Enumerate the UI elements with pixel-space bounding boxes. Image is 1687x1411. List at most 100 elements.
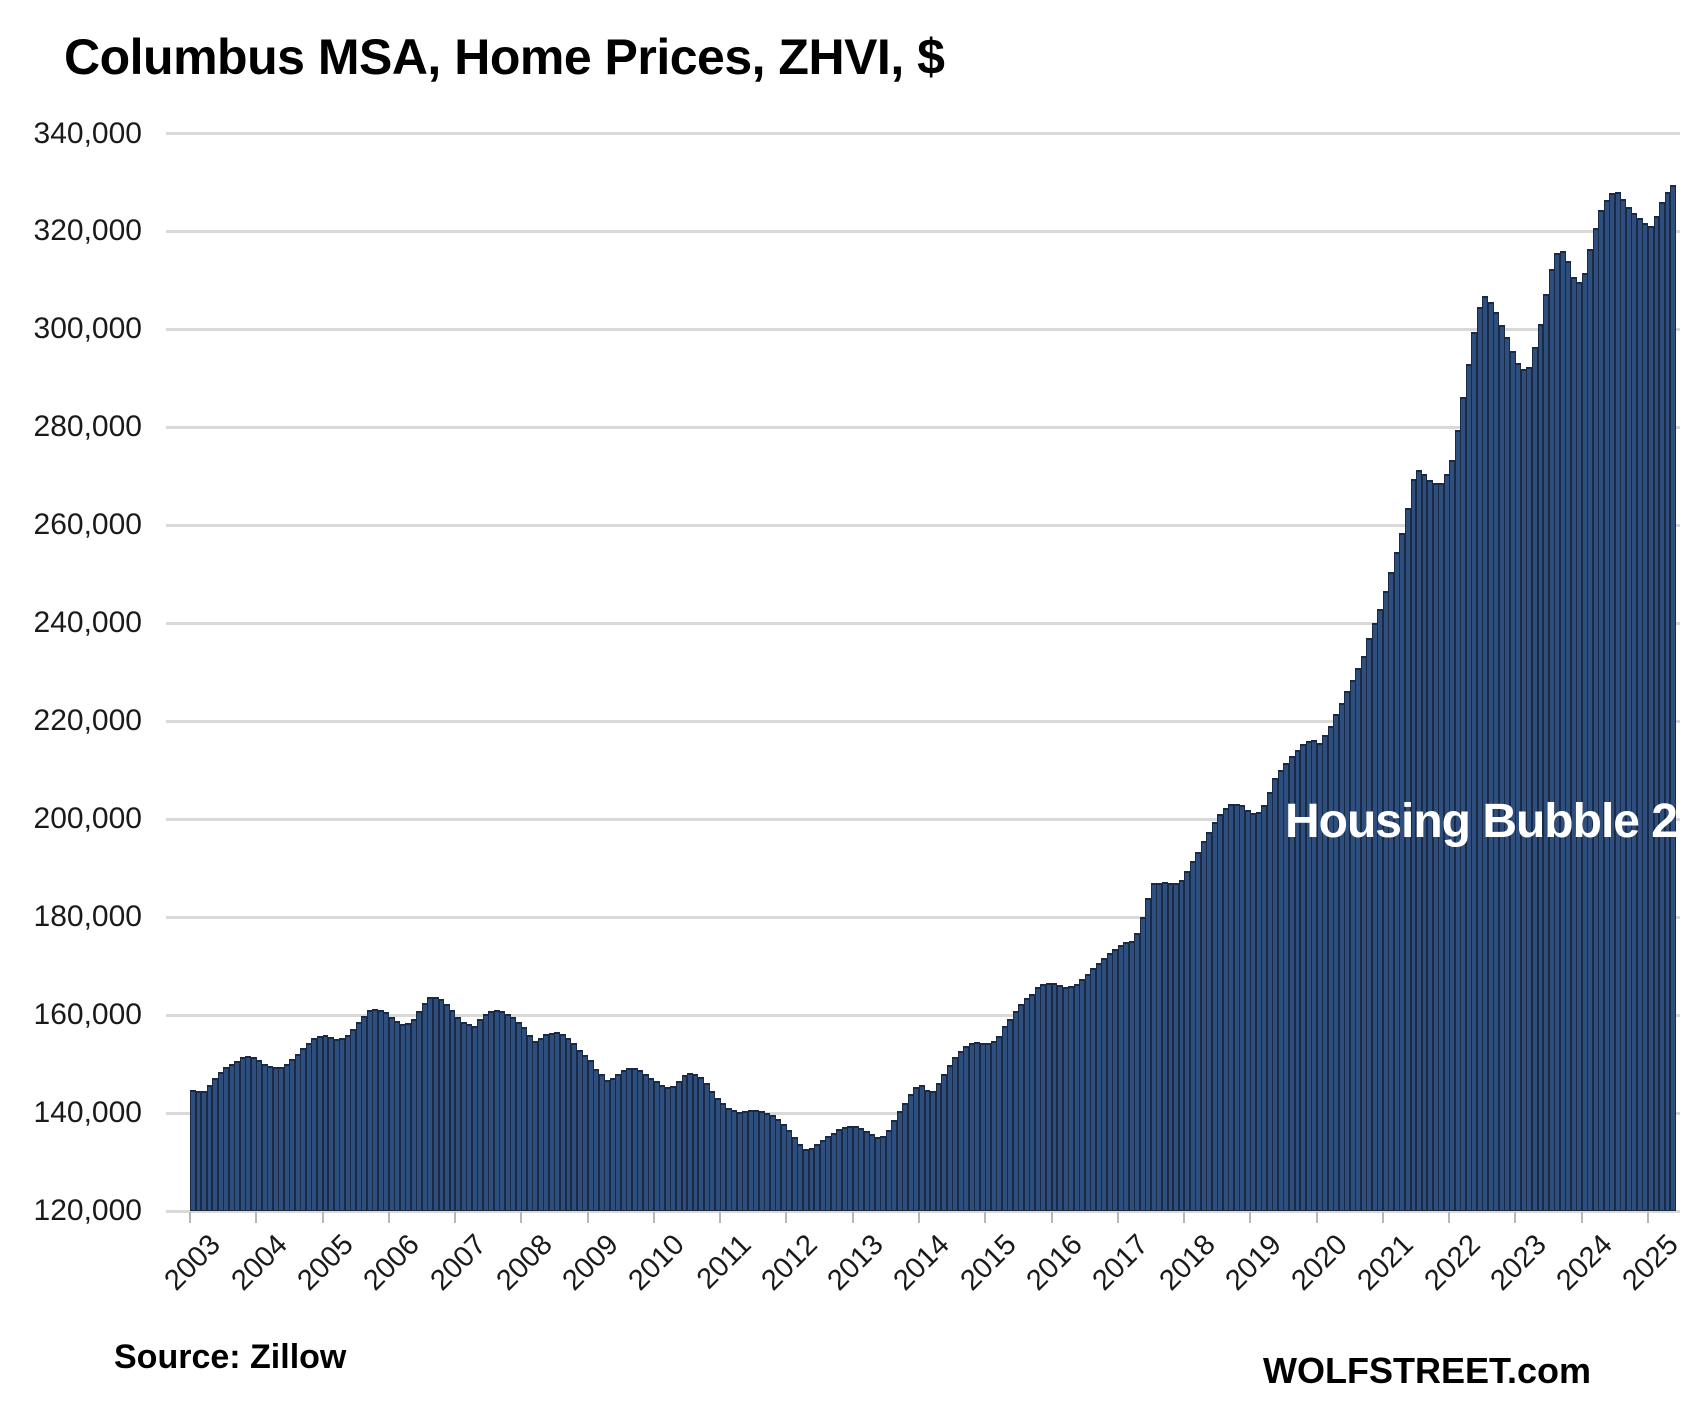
y-gridline <box>166 719 1680 723</box>
bar <box>1095 962 1102 1211</box>
x-axis-tick <box>189 1212 191 1223</box>
bar <box>1266 791 1273 1211</box>
x-axis-label: 2014 <box>887 1228 957 1297</box>
bar <box>880 1136 887 1211</box>
bar <box>1062 986 1069 1211</box>
x-axis-tick <box>1448 1212 1451 1223</box>
bar <box>814 1144 820 1211</box>
bar <box>687 1073 693 1211</box>
bar <box>664 1087 671 1211</box>
x-axis-tick <box>1514 1212 1517 1223</box>
bar <box>626 1067 633 1211</box>
x-axis-label: 2012 <box>755 1228 824 1297</box>
bar <box>758 1110 765 1211</box>
bar <box>1653 216 1660 1211</box>
bar <box>858 1127 865 1211</box>
bar <box>974 1042 981 1211</box>
bar <box>1023 998 1030 1211</box>
bar <box>819 1140 826 1211</box>
bar <box>272 1067 279 1211</box>
x-axis-tick <box>917 1212 920 1223</box>
bar <box>405 1022 412 1211</box>
x-axis-label: 2007 <box>424 1228 493 1297</box>
bar <box>1123 942 1130 1211</box>
bar <box>670 1085 677 1211</box>
bar <box>952 1057 959 1211</box>
bar <box>477 1018 484 1211</box>
bar <box>1156 882 1163 1211</box>
bar <box>1647 225 1654 1211</box>
bar <box>896 1111 903 1211</box>
bar <box>979 1043 986 1211</box>
bar <box>576 1049 583 1211</box>
bar <box>736 1111 743 1211</box>
x-axis-label: 2006 <box>357 1228 427 1297</box>
bar <box>212 1077 218 1211</box>
x-axis-tick <box>1381 1212 1384 1223</box>
x-axis-tick <box>652 1212 655 1223</box>
bar <box>1565 260 1572 1211</box>
bar <box>714 1098 721 1211</box>
bar <box>1520 369 1527 1211</box>
bar <box>1476 307 1483 1211</box>
bar <box>383 1012 390 1211</box>
bar <box>250 1057 257 1211</box>
y-axis-label: 300,000 <box>33 312 142 346</box>
bar <box>1057 985 1063 1211</box>
bar <box>206 1084 213 1211</box>
bar <box>725 1108 732 1211</box>
annotation-label: Housing Bubble 2 <box>1285 795 1678 848</box>
bar <box>1305 741 1312 1211</box>
bar <box>1117 945 1124 1211</box>
bar <box>1587 249 1594 1211</box>
bar <box>1432 483 1439 1211</box>
bar <box>1498 324 1505 1211</box>
bar <box>1344 691 1351 1211</box>
bar <box>764 1112 771 1211</box>
x-axis-tick <box>785 1212 788 1223</box>
bar <box>1609 193 1616 1211</box>
bar <box>278 1067 285 1211</box>
bar <box>1300 744 1306 1211</box>
bar <box>322 1034 329 1211</box>
bar <box>1598 210 1605 1211</box>
bar <box>753 1109 760 1211</box>
bar <box>1631 213 1638 1211</box>
y-gridline <box>166 229 1680 233</box>
bar <box>300 1047 307 1211</box>
bar <box>1046 982 1052 1211</box>
bar <box>1526 367 1533 1211</box>
bar <box>1482 295 1489 1211</box>
bar <box>1139 917 1146 1211</box>
bar <box>1636 218 1643 1211</box>
bar <box>902 1103 909 1211</box>
bar <box>339 1038 346 1211</box>
bar <box>201 1091 207 1211</box>
bar <box>234 1060 241 1211</box>
bar <box>1255 812 1262 1211</box>
y-gridline <box>166 425 1680 429</box>
bar <box>830 1132 837 1211</box>
y-axis-label: 140,000 <box>33 1096 142 1130</box>
x-axis-tick <box>851 1212 854 1223</box>
bar <box>1112 949 1119 1211</box>
bar <box>720 1103 727 1211</box>
bar <box>593 1068 600 1211</box>
bar <box>1625 206 1632 1211</box>
bar <box>1554 253 1561 1211</box>
bar <box>565 1037 572 1211</box>
bar <box>1559 251 1566 1211</box>
watermark: WOLFSTREET.com <box>1263 1350 1592 1391</box>
bar <box>499 1011 506 1211</box>
bar <box>642 1073 649 1211</box>
bar <box>1311 739 1318 1211</box>
x-axis-label: 2008 <box>490 1228 559 1297</box>
bar <box>1438 483 1445 1211</box>
bar <box>791 1137 798 1211</box>
bar <box>1029 994 1036 1211</box>
x-axis-label: 2005 <box>291 1228 360 1297</box>
bar <box>1195 851 1202 1211</box>
bar <box>1211 822 1218 1211</box>
bar <box>1548 268 1555 1211</box>
bar <box>968 1042 975 1211</box>
